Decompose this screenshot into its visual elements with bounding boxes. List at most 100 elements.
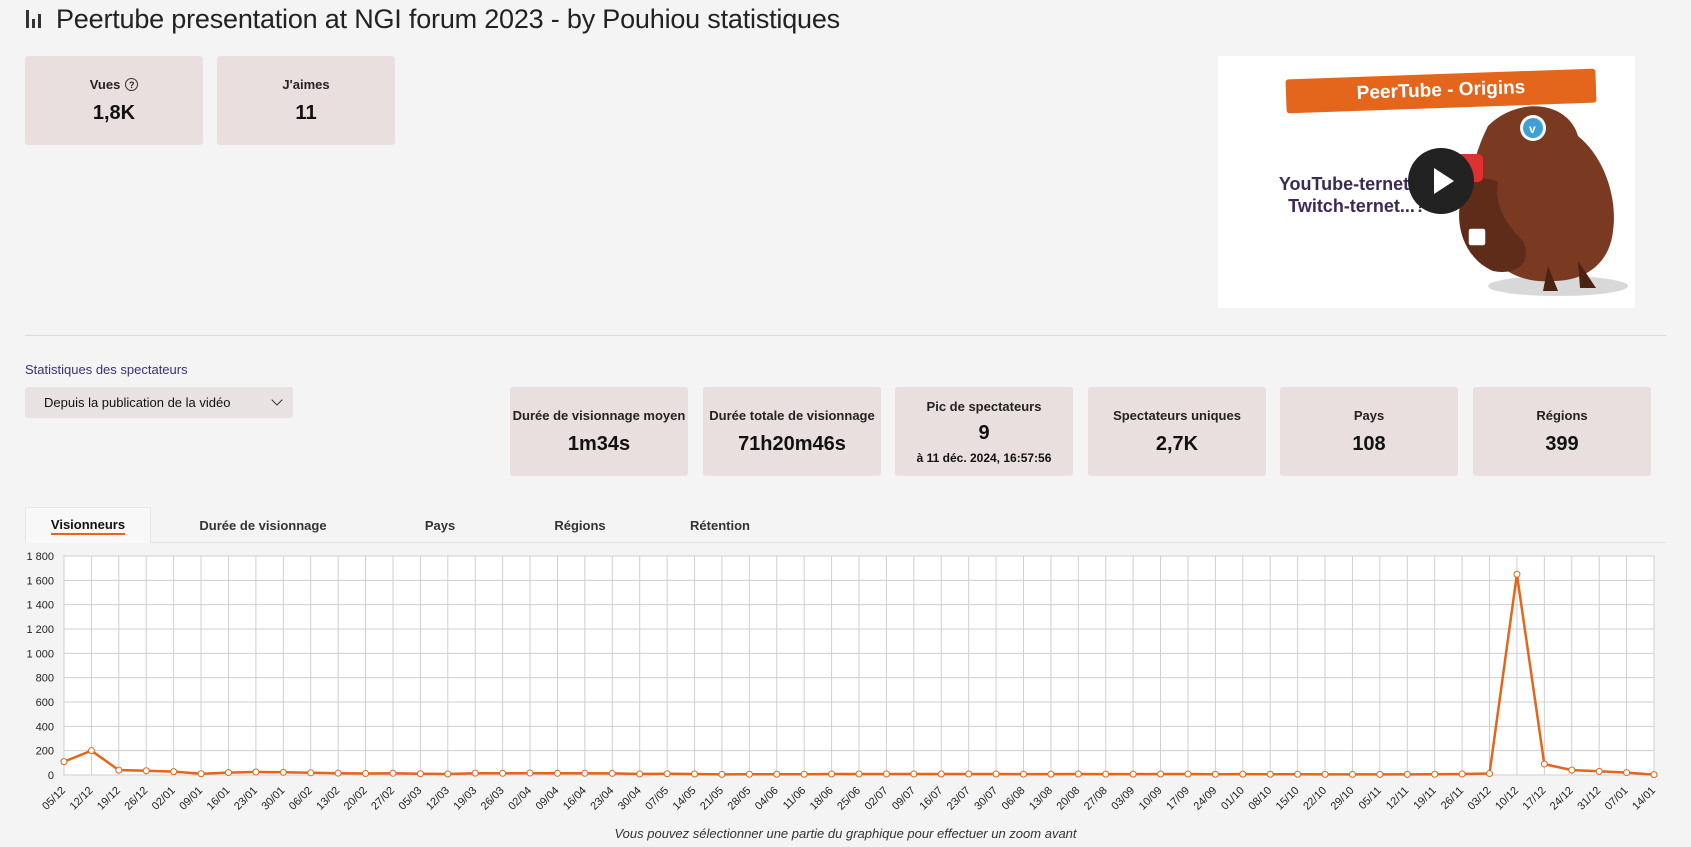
tab-regions[interactable]: Régions [525, 507, 635, 543]
data-point [60, 758, 68, 766]
card-label: Durée totale de visionnage [709, 407, 875, 423]
card-label: Spectateurs uniques [1113, 407, 1241, 423]
x-tick-label: 24/12 [1548, 785, 1576, 813]
likes-card: J'aimes 11 [217, 56, 395, 145]
x-tick-label: 14/01 [1630, 785, 1658, 813]
x-tick-label: 26/12 [122, 785, 150, 813]
card-value: 2,7K [1155, 432, 1199, 455]
play-icon [1434, 168, 1454, 194]
data-point [691, 770, 699, 778]
data-point [882, 770, 890, 778]
x-tick-label: 06/08 [1000, 785, 1028, 813]
tab-label: Durée de visionnage [199, 517, 327, 533]
tab-countries[interactable]: Pays [400, 507, 480, 543]
data-point [608, 769, 616, 777]
thumbnail-text-line1: YouTube-ternet...? [1278, 174, 1436, 194]
x-tick-label: 10/12 [1493, 785, 1521, 813]
x-tick-label: 29/10 [1329, 785, 1357, 813]
period-select[interactable]: Depuis la publication de la vidéo [25, 387, 293, 418]
card-label: Pic de spectateurs [926, 398, 1042, 414]
card-sub: à 11 déc. 2024, 16:57:56 [916, 450, 1052, 465]
x-tick-label: 09/04 [534, 785, 562, 813]
regions-card: Régions 399 [1473, 387, 1651, 476]
x-tick-label: 04/06 [753, 785, 781, 813]
data-point [910, 770, 918, 778]
data-point [1623, 769, 1631, 777]
period-select-value: Depuis la publication de la vidéo [44, 395, 231, 410]
data-point [471, 769, 479, 777]
data-point [197, 770, 205, 778]
tab-watch-time[interactable]: Durée de visionnage [183, 507, 343, 543]
data-point [1129, 770, 1137, 778]
x-tick-label: 28/05 [726, 785, 754, 813]
x-tick-label: 31/12 [1575, 785, 1603, 813]
video-thumbnail[interactable]: v PeerTube - Origins YouTube-ternet...? … [1218, 56, 1635, 308]
views-card: Vues? 1,8K [25, 56, 203, 145]
x-tick-label: 16/07 [917, 785, 945, 813]
data-point [444, 770, 452, 778]
data-point [279, 768, 287, 776]
x-tick-label: 05/12 [40, 785, 68, 813]
data-point [1540, 760, 1548, 768]
x-tick-label: 19/12 [95, 785, 123, 813]
card-value: 108 [1352, 432, 1386, 455]
help-icon[interactable]: ? [125, 78, 139, 91]
mascot-illustration: v [1453, 106, 1628, 296]
data-point [1102, 770, 1110, 778]
tab-viewers[interactable]: Visionneurs [25, 507, 151, 543]
y-tick-label: 600 [36, 697, 54, 709]
x-tick-label: 26/11 [1439, 785, 1466, 812]
thumbnail-text-line2: Twitch-ternet...? [1288, 196, 1426, 216]
data-point [1650, 771, 1658, 779]
x-tick-label: 13/08 [1027, 785, 1055, 813]
card-value: 9 [978, 421, 990, 444]
data-point [416, 770, 424, 778]
unique-viewers-card: Spectateurs uniques 2,7K [1088, 387, 1266, 476]
countries-card: Pays 108 [1280, 387, 1458, 476]
card-label: Régions [1536, 407, 1588, 423]
x-tick-label: 18/06 [808, 785, 836, 813]
views-label-row: Vues? [90, 77, 139, 92]
data-point [581, 769, 589, 777]
viewers-line-chart[interactable]: 0 200 400 600 800 1 000 1 200 1 400 1 600 1 800 05… [0, 548, 1691, 830]
chevron-down-icon [271, 394, 283, 406]
data-point [1486, 770, 1494, 778]
x-tick-label: 30/01 [259, 785, 287, 813]
page-header: Peertube presentation at NGI forum 2023 … [26, 2, 840, 36]
x-tick-label: 19/03 [451, 785, 479, 813]
data-point [965, 770, 973, 778]
data-point [526, 769, 534, 777]
data-point [1513, 570, 1521, 578]
likes-value: 11 [295, 101, 317, 124]
peak-viewers-card: Pic de spectateurs 9 à 11 déc. 2024, 16:… [895, 387, 1073, 476]
data-point [224, 769, 232, 777]
card-label: Durée de visionnage moyen [512, 407, 686, 423]
data-point [1595, 767, 1603, 775]
data-point [1211, 770, 1219, 778]
x-tick-label: 03/09 [1109, 785, 1137, 813]
y-tick-label: 200 [36, 746, 54, 758]
data-point [1294, 770, 1302, 778]
tab-label: Pays [424, 517, 456, 533]
data-point [992, 770, 1000, 778]
play-button[interactable] [1408, 148, 1474, 214]
data-point [1431, 770, 1439, 778]
x-tick-label: 05/11 [1357, 785, 1384, 812]
data-point [1403, 770, 1411, 778]
x-tick-label: 09/01 [177, 785, 205, 813]
data-point [170, 768, 178, 776]
x-tick-label: 07/05 [643, 785, 671, 813]
x-tick-label: 17/12 [1521, 785, 1549, 813]
data-point [800, 770, 808, 778]
x-tick-label: 05/03 [397, 785, 425, 813]
zoom-hint: Vous pouvez sélectionner une partie du g… [614, 826, 1077, 841]
svg-text:v: v [1529, 122, 1536, 136]
y-tick-label: 1 800 [26, 551, 54, 563]
y-tick-label: 1 600 [26, 575, 54, 587]
data-point [1376, 770, 1384, 778]
y-tick-label: 800 [36, 673, 54, 685]
tab-retention[interactable]: Rétention [665, 507, 775, 543]
data-point [937, 770, 945, 778]
data-point [1266, 770, 1274, 778]
x-tick-label: 12/12 [68, 785, 96, 813]
